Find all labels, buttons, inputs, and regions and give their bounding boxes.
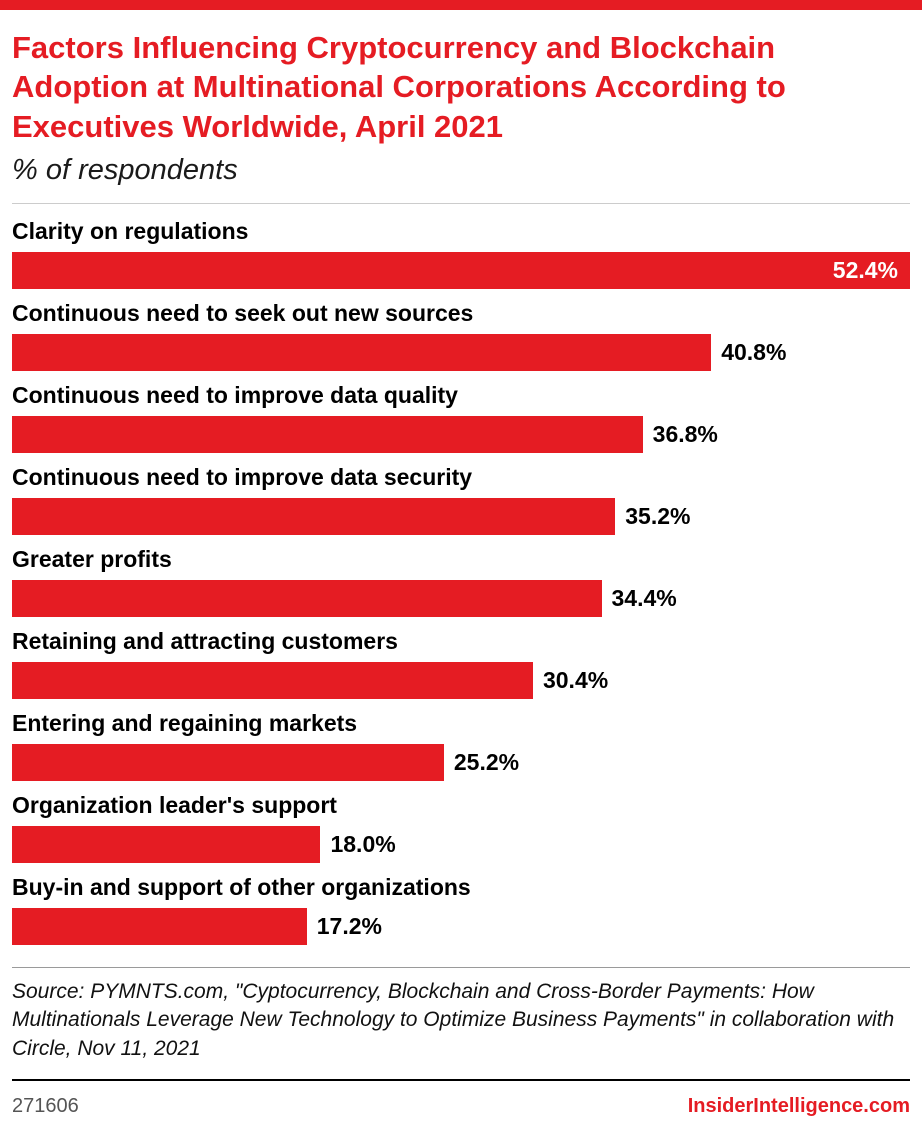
bar-track: 30.4% <box>12 662 910 700</box>
bar-value: 17.2% <box>316 913 382 940</box>
bar-value: 35.2% <box>625 503 691 530</box>
bar <box>12 580 602 618</box>
bar-value: 52.4% <box>832 257 898 284</box>
bar-label: Organization leader's support <box>12 792 337 819</box>
chart-subtitle: % of respondents <box>12 154 910 205</box>
bar-value: 40.8% <box>721 339 787 366</box>
bar-label: Clarity on regulations <box>12 218 249 245</box>
bar-group: Organization leader's support 18.0% <box>12 792 910 864</box>
source-block: Source: PYMNTS.com, "Cyptocurrency, Bloc… <box>12 967 910 1077</box>
bar-value: 34.4% <box>611 585 677 612</box>
bar-label: Entering and regaining markets <box>12 710 358 737</box>
bar-track: 40.8% <box>12 334 910 372</box>
footer: 271606 InsiderIntelligence.com <box>12 1079 910 1136</box>
bar <box>12 498 616 536</box>
bar-group: Clarity on regulations 52.4% <box>12 218 910 290</box>
source-text: Source: PYMNTS.com, "Cyptocurrency, Bloc… <box>12 980 895 1060</box>
bar-label: Continuous need to improve data quality <box>12 382 458 409</box>
bar-value: 30.4% <box>542 667 609 694</box>
bar-track: 34.4% <box>12 580 910 618</box>
bar-track: 36.8% <box>12 416 910 454</box>
bar-group: Buy-in and support of other organization… <box>12 874 910 946</box>
bar-chart: Clarity on regulations 52.4% Continuous … <box>12 218 910 946</box>
top-accent-strip <box>0 0 922 10</box>
bar-group: Greater profits 34.4% <box>12 546 910 618</box>
bar-group: Entering and regaining markets 25.2% <box>12 710 910 782</box>
bar-value: 36.8% <box>652 421 718 448</box>
bar-track: 17.2% <box>12 908 910 946</box>
bar <box>12 334 712 372</box>
bar-group: Continuous need to seek out new sources … <box>12 300 910 372</box>
bar <box>12 744 444 782</box>
bar-label: Buy-in and support of other organization… <box>12 874 471 901</box>
bar-label: Retaining and attracting customers <box>12 628 398 655</box>
chart-content: Factors Influencing Cryptocurrency and B… <box>0 10 922 1079</box>
bar-label: Greater profits <box>12 546 172 573</box>
bar-track: 52.4% <box>12 252 910 290</box>
bar <box>12 908 307 946</box>
bar-group: Continuous need to improve data quality … <box>12 382 910 454</box>
bar-group: Continuous need to improve data security… <box>12 464 910 536</box>
chart-title: Factors Influencing Cryptocurrency and B… <box>12 30 786 144</box>
bar-group: Retaining and attracting customers 30.4% <box>12 628 910 700</box>
bar-track: 18.0% <box>12 826 910 864</box>
bar-value: 25.2% <box>453 749 520 776</box>
brand-link: InsiderIntelligence.com <box>687 1095 910 1117</box>
bar-label: Continuous need to seek out new sources <box>12 300 474 327</box>
bar-value: 18.0% <box>330 831 396 858</box>
bar-track: 35.2% <box>12 498 910 536</box>
bar <box>12 826 321 864</box>
bar <box>12 252 910 290</box>
chart-id: 271606 <box>12 1095 79 1117</box>
bar <box>12 662 533 700</box>
bar-track: 25.2% <box>12 744 910 782</box>
bar-label: Continuous need to improve data security <box>12 464 473 491</box>
bar <box>12 416 643 454</box>
